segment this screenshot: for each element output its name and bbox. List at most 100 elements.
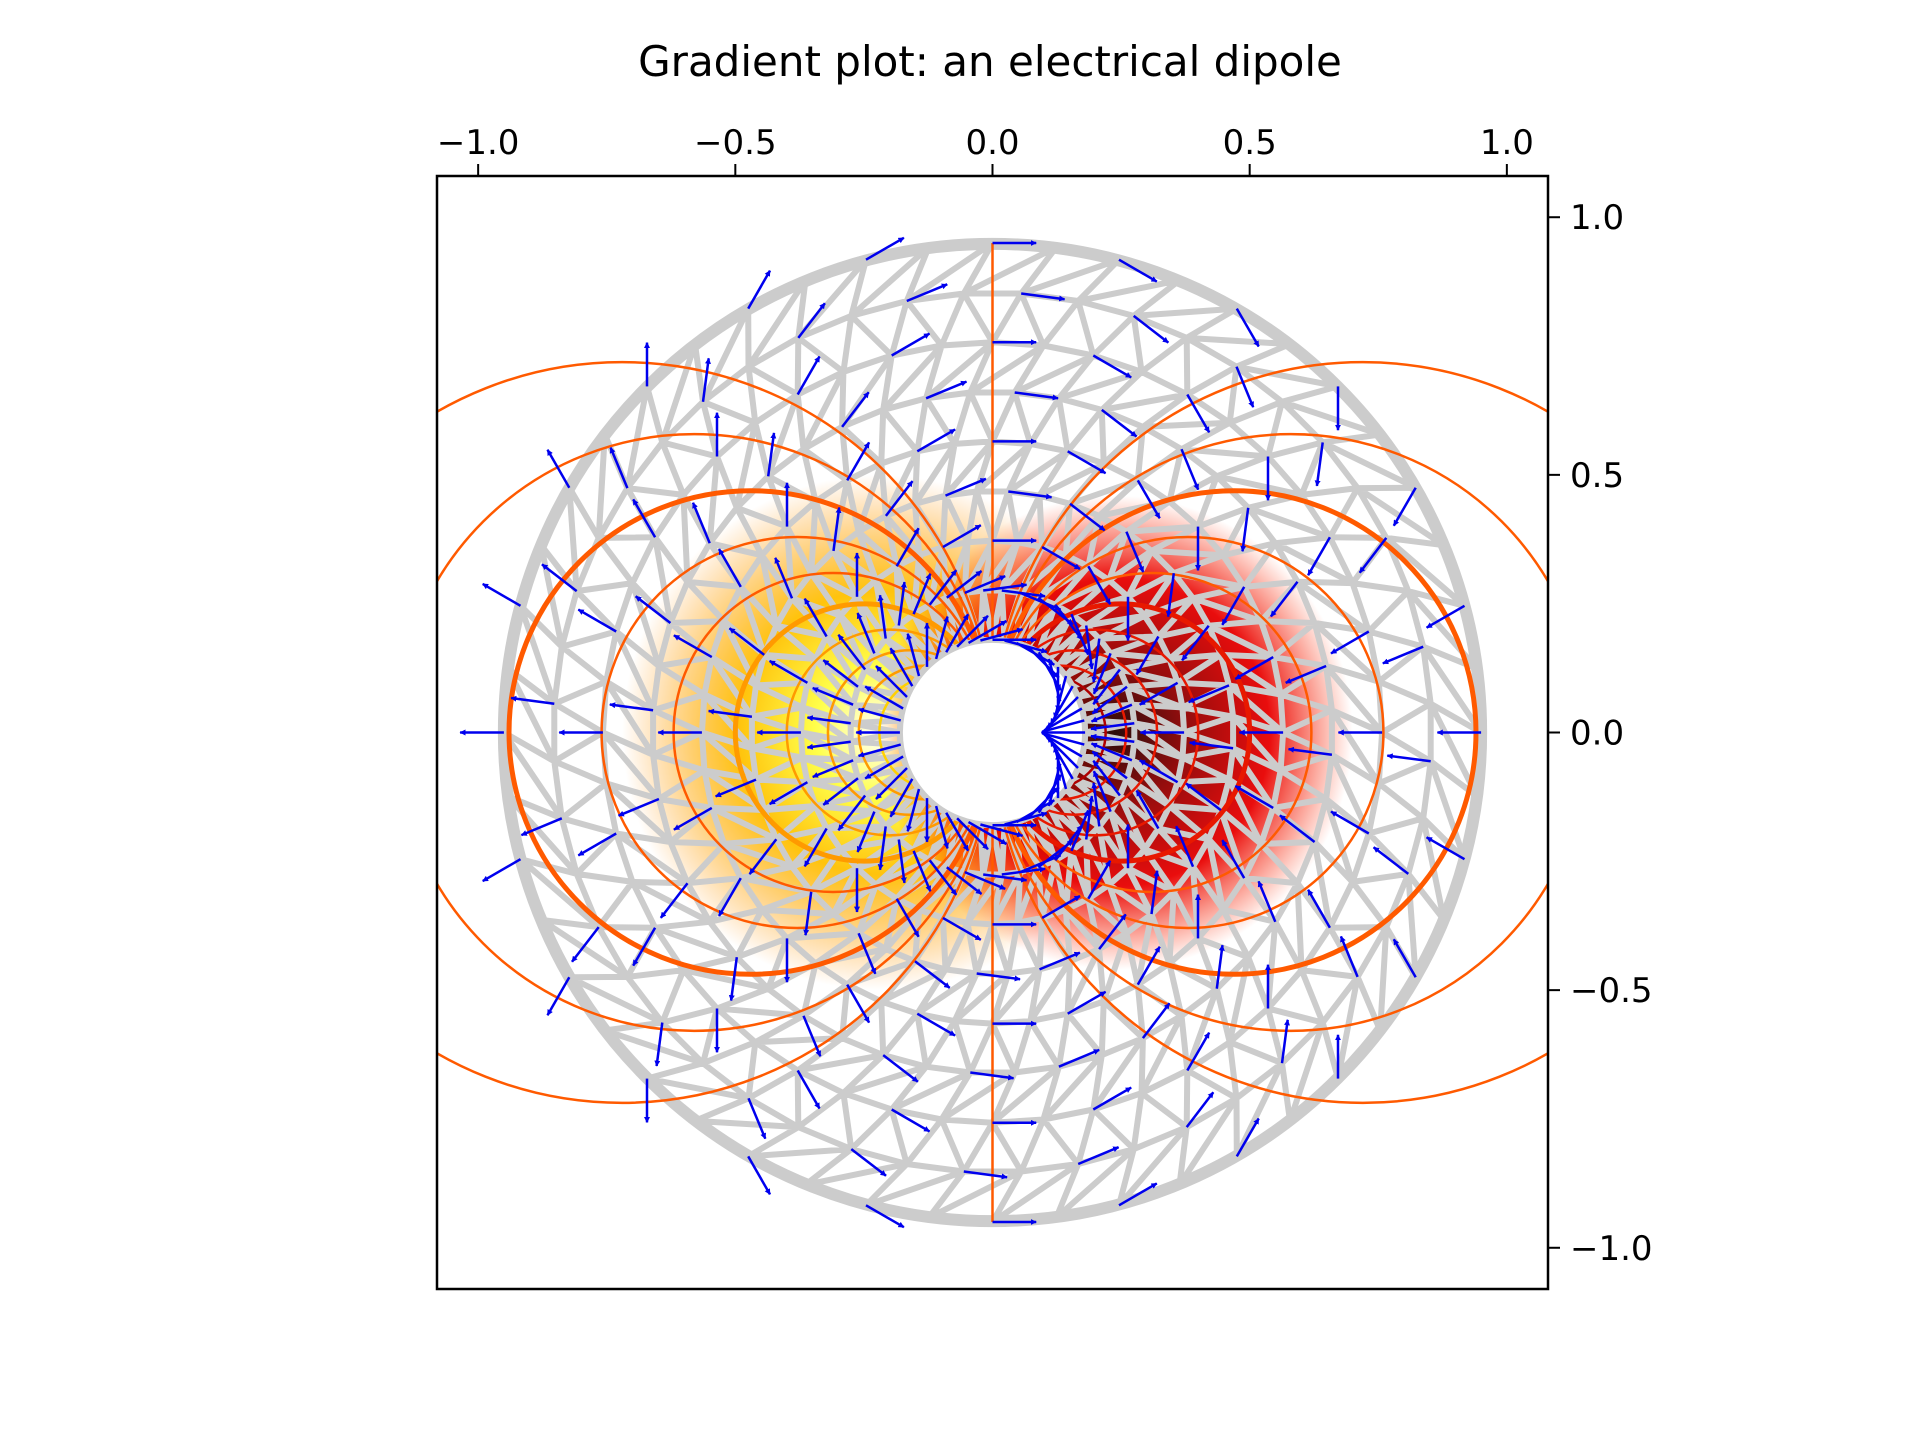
gradient-arrow xyxy=(942,916,982,941)
gradient-arrow xyxy=(912,850,932,892)
gradient-arrow xyxy=(964,574,1006,595)
gradient-arrow xyxy=(1041,731,1085,746)
gradient-arrow xyxy=(1235,366,1255,408)
gradient-arrow xyxy=(1058,1048,1100,1068)
gradient-arrow xyxy=(1041,546,1081,571)
gradient-arrow xyxy=(1039,951,1081,971)
gradient-arrow xyxy=(1392,487,1417,527)
gradient-arrow xyxy=(1125,531,1145,573)
y-axis-right: 1.0 0.5 0.0 −0.5 −1.0 xyxy=(1548,198,1653,1269)
gradient-arrow xyxy=(1090,721,1135,732)
gradient-arrow xyxy=(1008,490,1053,500)
gradient-arrow xyxy=(803,597,828,638)
gradient-arrow xyxy=(1021,292,1066,302)
gradient-arrow xyxy=(632,498,657,538)
gradient-arrow xyxy=(609,702,654,712)
gradient-arrow xyxy=(1287,746,1333,757)
gradient-arrow xyxy=(906,283,948,303)
gradient-arrow xyxy=(708,708,753,718)
gradient-arrow xyxy=(850,1148,887,1177)
gradient-arrow xyxy=(895,527,920,567)
gradient-arrow xyxy=(1279,814,1316,843)
gradient-arrow xyxy=(980,823,1024,838)
gradient-arrow xyxy=(889,647,914,687)
x-tick-label: 1.0 xyxy=(1480,123,1534,163)
gradient-arrow xyxy=(796,355,821,396)
gradient-arrow xyxy=(1235,307,1260,348)
gradient-arrow xyxy=(1314,442,1324,487)
gradient-arrow xyxy=(1392,938,1417,978)
gradient-arrow xyxy=(912,573,932,615)
gradient-arrow xyxy=(1043,733,1083,758)
gradient-arrow xyxy=(632,927,657,967)
gradient-arrow xyxy=(1091,685,1128,715)
gradient-arrow xyxy=(1014,391,1059,401)
gradient-arrow xyxy=(1215,944,1225,989)
gradient-arrow xyxy=(1188,684,1230,704)
gradient-arrow xyxy=(1070,809,1090,852)
gradient-arrow xyxy=(1132,314,1170,344)
gradient-arrow xyxy=(1280,1019,1290,1064)
gradient-arrow xyxy=(976,972,1021,982)
y-tick-label: 0.0 xyxy=(1570,714,1624,754)
gradient-arrow xyxy=(837,634,867,671)
gradient-arrow xyxy=(906,633,921,677)
gradient-arrow xyxy=(1041,894,1081,919)
gradient-arrow xyxy=(768,659,809,684)
gradient-arrow xyxy=(766,432,777,477)
gradient-arrow xyxy=(482,858,522,883)
gradient-arrow xyxy=(1285,664,1327,684)
gradient-arrow xyxy=(1382,645,1424,665)
gradient-arrow xyxy=(1092,668,1121,706)
gradient-arrow xyxy=(1004,639,1048,654)
gradient-arrow xyxy=(797,302,826,339)
gradient-arrow xyxy=(1189,740,1234,750)
gradient-arrow xyxy=(715,778,757,798)
gradient-arrow xyxy=(577,608,617,633)
gradient-arrow xyxy=(964,870,1006,891)
gradient-arrow xyxy=(956,614,989,648)
gradient-arrow xyxy=(541,563,578,593)
gradient-arrow xyxy=(1330,810,1370,835)
gradient-arrow xyxy=(906,788,921,832)
gradient-arrow xyxy=(891,332,931,357)
gradient-arrow xyxy=(728,957,739,1002)
gradient-arrow xyxy=(970,1071,1015,1081)
gradient-arrow xyxy=(864,755,904,780)
gradient-arrow xyxy=(942,524,982,549)
x-tick-label: −1.0 xyxy=(437,123,520,163)
gradient-arrow xyxy=(803,827,828,868)
gradient-arrow xyxy=(1135,635,1160,676)
gradient-arrow xyxy=(1019,591,1062,611)
gradient-arrow xyxy=(1084,795,1095,840)
gradient-arrow xyxy=(1386,753,1431,763)
gradient-arrow xyxy=(877,594,887,639)
gradient-arrow xyxy=(1049,740,1074,780)
gradient-arrow xyxy=(980,627,1024,642)
gradient-arrow xyxy=(1330,630,1370,655)
gradient-arrow xyxy=(1092,1086,1132,1111)
gradient-arrow xyxy=(875,665,908,698)
gradient-arrow xyxy=(1091,638,1101,683)
gradient-arrow xyxy=(747,269,772,310)
gradient-arrows xyxy=(459,236,1482,1229)
gradient-arrow xyxy=(914,960,951,989)
gradient-arrow xyxy=(1091,750,1128,780)
gradient-arrow xyxy=(946,570,983,599)
gradient-arrow xyxy=(1092,652,1112,695)
gradient-arrow xyxy=(857,743,902,758)
y-tick-label: 0.5 xyxy=(1570,456,1624,496)
gradient-arrow xyxy=(717,548,742,588)
gradient-arrow xyxy=(865,1204,905,1229)
gradient-arrow xyxy=(1234,656,1274,681)
gradient-arrow xyxy=(895,898,920,938)
gradient-arrow xyxy=(812,759,854,779)
gradient-arrow xyxy=(1087,565,1112,605)
gradient-arrow xyxy=(1067,450,1107,475)
gradient-arrow xyxy=(822,659,859,688)
gradient-arrow xyxy=(1118,1182,1158,1207)
gradient-arrow xyxy=(1165,573,1176,618)
x-tick-label: 0.0 xyxy=(965,123,1019,163)
gradient-arrow xyxy=(1185,1091,1215,1128)
